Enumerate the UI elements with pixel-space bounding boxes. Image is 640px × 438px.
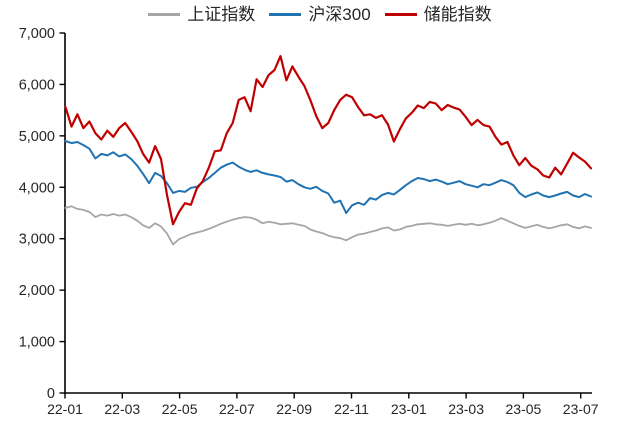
x-axis-tick-label: 22-05 — [162, 401, 198, 417]
y-axis-tick-label: 6,000 — [19, 77, 55, 93]
x-axis-tick-label: 22-09 — [276, 401, 312, 417]
x-axis-tick-label: 23-07 — [563, 401, 599, 417]
x-axis-tick-label: 22-01 — [47, 401, 83, 417]
y-axis-tick-label: 4,000 — [19, 180, 55, 196]
axis-lines — [64, 33, 592, 394]
x-axis-tick-label: 22-11 — [334, 401, 369, 417]
y-axis-tick-label: 7,000 — [19, 26, 55, 42]
series-line-csi-300-index — [64, 140, 592, 214]
y-axis-tick-label: 5,000 — [19, 129, 55, 145]
y-axis-tick-label: 0 — [47, 386, 55, 402]
y-axis-tick-label: 1,000 — [19, 335, 55, 351]
series-line-energy-storage-index — [64, 54, 593, 226]
series-line-shanghai-composite-index — [64, 205, 592, 246]
y-axis-tick-label: 3,000 — [19, 232, 55, 248]
x-axis-tick-label: 23-05 — [505, 401, 541, 417]
y-axis-tick-label: 2,000 — [19, 283, 55, 299]
x-axis-tick-label: 23-03 — [448, 401, 484, 417]
x-axis-tick-label: 23-01 — [391, 401, 427, 417]
x-axis-tick-label: 22-07 — [219, 401, 255, 417]
x-axis-tick-label: 22-03 — [104, 401, 140, 417]
